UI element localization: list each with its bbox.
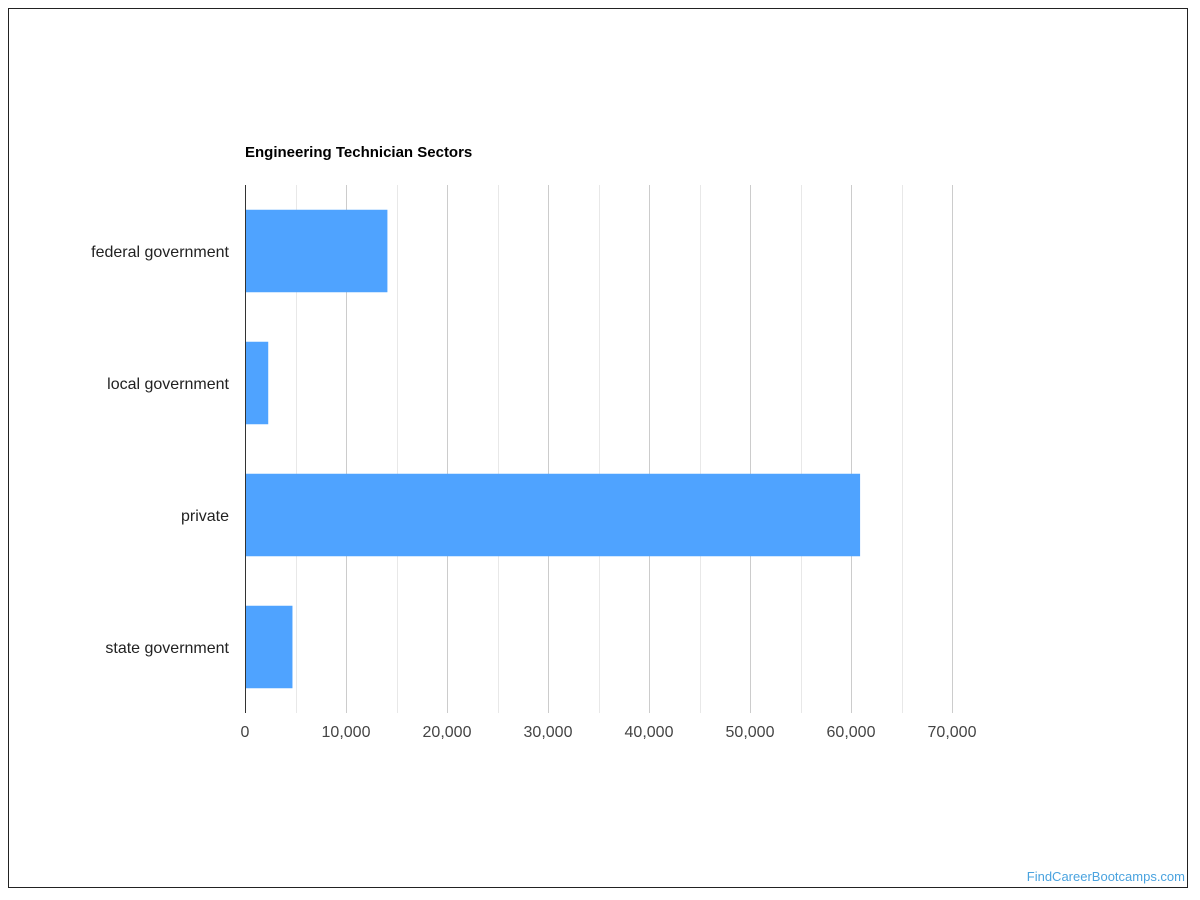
category-label: state government bbox=[105, 640, 229, 657]
bar-federal-government bbox=[245, 209, 388, 293]
gridlines bbox=[296, 185, 953, 713]
x-tick-labels: 0 10,000 20,000 30,000 40,000 50,000 60,000 70,… bbox=[241, 724, 977, 741]
bar-local-government bbox=[245, 341, 269, 425]
x-tick-label: 30,000 bbox=[524, 724, 573, 741]
chart-title: Engineering Technician Sectors bbox=[245, 144, 472, 161]
x-tick-label: 10,000 bbox=[322, 724, 371, 741]
source-watermark: FindCareerBootcamps.com bbox=[1026, 869, 1185, 884]
bar-private bbox=[245, 473, 861, 557]
category-label: private bbox=[181, 508, 229, 525]
category-labels: federal government local government privat… bbox=[91, 244, 229, 657]
x-tick-label: 40,000 bbox=[625, 724, 674, 741]
x-tick-label: 0 bbox=[241, 724, 250, 741]
x-tick-label: 50,000 bbox=[726, 724, 775, 741]
category-label: local government bbox=[107, 376, 229, 393]
bars bbox=[245, 209, 861, 689]
chart-frame bbox=[8, 8, 1188, 888]
category-label: federal government bbox=[91, 244, 229, 261]
bar-state-government bbox=[245, 605, 293, 689]
x-tick-label: 20,000 bbox=[423, 724, 472, 741]
x-tick-label: 70,000 bbox=[928, 724, 977, 741]
x-tick-label: 60,000 bbox=[827, 724, 876, 741]
